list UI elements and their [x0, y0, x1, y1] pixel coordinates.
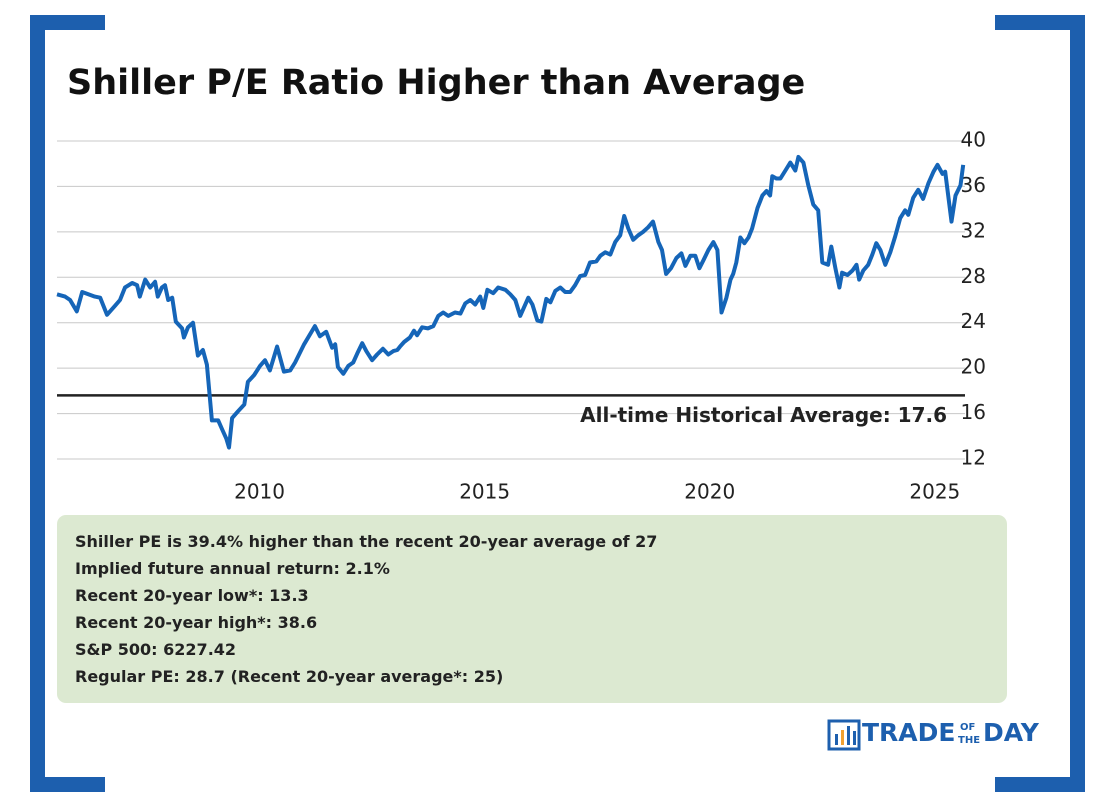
y-tick-label: 28: [961, 264, 986, 288]
logo-text: DAY: [983, 718, 1040, 747]
x-tick-label: 2010: [234, 480, 285, 504]
info-line: Implied future annual return: 2.1%: [75, 555, 989, 582]
info-line: Regular PE: 28.7 (Recent 20-year average…: [75, 663, 989, 690]
y-tick-label: 32: [961, 218, 986, 242]
info-line: Recent 20-year high*: 38.6: [75, 609, 989, 636]
info-label: Recent 20-year high*:: [75, 613, 273, 632]
frame: [30, 15, 1085, 792]
x-tick-label: 2025: [909, 480, 960, 504]
info-label: Implied future annual return:: [75, 559, 340, 578]
info-value: 28.7 (Recent 20-year average*: 25): [185, 667, 504, 686]
info-box: Shiller PE is 39.4% higher than the rece…: [57, 515, 1007, 703]
y-tick-label: 40: [961, 128, 986, 152]
info-line: Recent 20-year low*: 13.3: [75, 582, 989, 609]
info-label: Recent 20-year low*:: [75, 586, 264, 605]
logo-text: OF: [960, 722, 975, 733]
y-tick-label: 36: [961, 173, 986, 197]
y-tick-label: 16: [961, 400, 986, 424]
info-line: S&P 500: 6227.42: [75, 636, 989, 663]
y-tick-label: 24: [961, 309, 986, 333]
chart-title: Shiller P/E Ratio Higher than Average: [67, 63, 805, 103]
info-label: S&P 500:: [75, 640, 158, 659]
logo-text: TRADE: [862, 718, 955, 747]
info-label: Shiller PE is 39.4% higher than the rece…: [75, 532, 658, 551]
y-tick-label: 12: [961, 446, 986, 470]
x-tick-label: 2015: [459, 480, 510, 504]
y-tick-label: 20: [961, 355, 986, 379]
info-value: 13.3: [269, 586, 309, 605]
data-line: [56, 154, 966, 450]
x-tick-label: 2020: [684, 480, 735, 504]
info-value: 38.6: [277, 613, 318, 632]
logo-text: THE: [958, 735, 980, 746]
info-line: Shiller PE is 39.4% higher than the rece…: [75, 528, 989, 555]
info-label: Regular PE:: [75, 667, 180, 686]
info-value: 2.1%: [345, 559, 390, 578]
reference-label: All-time Historical Average: 17.6: [580, 403, 947, 427]
info-value: 6227.42: [163, 640, 237, 659]
logo: TRADE OF THE DAY: [827, 718, 1040, 751]
